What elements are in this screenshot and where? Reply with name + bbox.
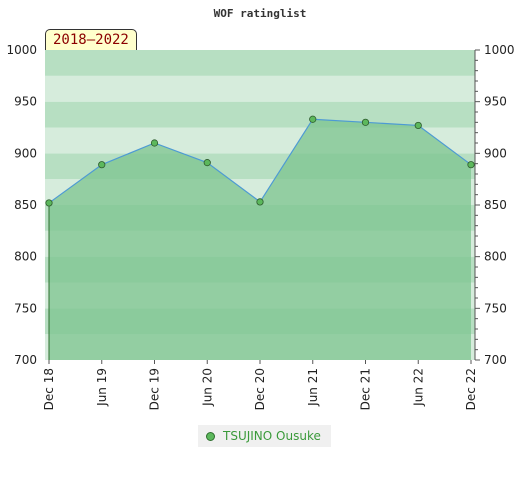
y-axis-right: 700 750 800 850 900 950 1000	[474, 43, 515, 367]
period-badge: 2018–2022	[45, 29, 137, 50]
data-point-dec-19	[150, 139, 159, 147]
band	[45, 101, 475, 128]
series-area	[49, 119, 471, 360]
y-tick-label-left: 900	[14, 146, 37, 160]
x-tick-label: Dec 19	[148, 368, 162, 410]
data-point-dec-20	[256, 198, 264, 206]
y-tick-label-right: 900	[484, 146, 507, 160]
legend: TSUJINO Ousuke	[198, 425, 331, 447]
data-point-dec-22	[467, 161, 475, 169]
band	[45, 50, 475, 76]
data-point-jun-19	[98, 161, 106, 169]
band	[45, 75, 475, 102]
y-tick-label-right: 700	[484, 353, 507, 367]
x-tick-label: Dec 20	[253, 368, 267, 410]
x-tick-label: Dec 21	[359, 368, 373, 410]
y-tick-label-right: 1000	[484, 43, 515, 57]
y-tick-label-left: 950	[14, 95, 37, 109]
x-tick-label: Jun 21	[306, 368, 320, 407]
y-tick-label-left: 800	[14, 250, 37, 264]
y-tick-label-right: 950	[484, 95, 507, 109]
x-tick-label: Jun 20	[200, 368, 214, 407]
area-fill	[49, 119, 471, 360]
data-point-dec-21	[361, 118, 370, 126]
x-tick-label: Jun 19	[95, 368, 109, 407]
y-tick-label-right: 750	[484, 301, 507, 315]
legend-marker-icon	[206, 431, 215, 441]
legend-label: TSUJINO Ousuke	[223, 429, 321, 443]
series-markers	[45, 115, 475, 207]
chart-title: WOF ratinglist	[214, 7, 307, 20]
y-tick-label-left: 750	[14, 301, 37, 315]
data-point-jun-22	[414, 121, 422, 130]
y-tick-label-left: 850	[14, 198, 37, 212]
x-axis: Dec 18 Jun 19 Dec 19 Jun 20 Dec 20 Jun 21 Dec …	[42, 360, 478, 410]
x-tick-label: Dec 18	[42, 368, 56, 410]
x-tick-label: Dec 22	[464, 368, 478, 410]
data-point-jun-20	[203, 159, 211, 167]
y-tick-label-right: 850	[484, 198, 507, 212]
data-point-jun-21	[309, 115, 317, 123]
x-tick-label: Jun 22	[411, 368, 425, 407]
y-tick-label-right: 800	[484, 250, 507, 264]
y-tick-label-left: 1000	[6, 43, 37, 57]
y-axis-left: 700 750 800 850 900 950 1000	[6, 43, 37, 367]
y-tick-label-left: 700	[14, 353, 37, 367]
data-point-dec-18	[45, 199, 53, 207]
